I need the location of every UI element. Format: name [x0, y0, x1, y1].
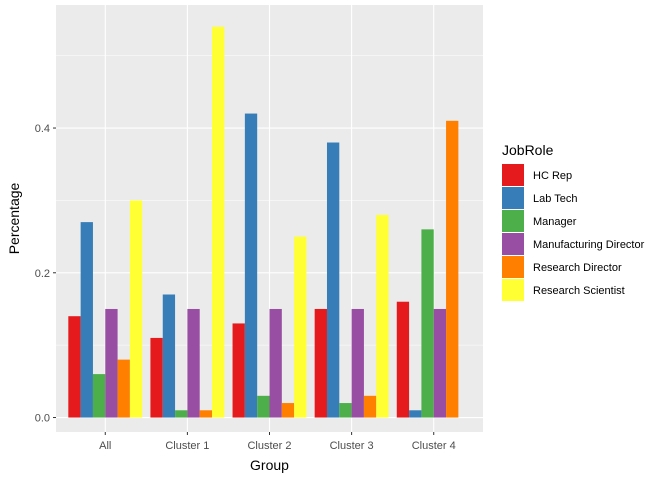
- bar: [244, 113, 258, 418]
- legend-label: HC Rep: [533, 170, 572, 182]
- bars: [68, 26, 459, 418]
- legend-label: Research Director: [533, 262, 622, 274]
- bar: [150, 337, 163, 418]
- bar: [269, 308, 282, 418]
- bar: [326, 142, 340, 418]
- bar: [433, 308, 447, 418]
- x-tick-label: All: [99, 440, 111, 452]
- legend-key: [502, 279, 524, 301]
- legend-key: [502, 187, 524, 209]
- bar: [339, 403, 352, 418]
- bar: [446, 120, 459, 418]
- y-tick-label: 0.4: [35, 123, 50, 135]
- x-tick-label: Cluster 2: [247, 440, 291, 452]
- bar: [409, 410, 422, 418]
- bar: [117, 359, 130, 418]
- bar: [212, 26, 225, 418]
- x-tick-label: Cluster 3: [330, 440, 374, 452]
- bar: [80, 222, 93, 418]
- bar: [351, 308, 364, 418]
- legend-title: JobRole: [502, 142, 554, 158]
- bar: [199, 410, 213, 418]
- y-axis: 0.0 0.2 0.4: [35, 123, 56, 425]
- bar: [257, 395, 270, 418]
- y-axis-title: Percentage: [6, 182, 22, 254]
- bar: [162, 294, 176, 418]
- bar: [294, 236, 307, 418]
- bar: [232, 323, 245, 418]
- bar: [363, 395, 377, 418]
- legend-key: [502, 233, 524, 255]
- bar: [105, 308, 118, 418]
- legend-key: [502, 164, 524, 186]
- y-tick-label: 0.2: [35, 268, 50, 280]
- x-tick-label: Cluster 1: [165, 440, 209, 452]
- bar: [129, 200, 143, 418]
- x-axis-title: Group: [250, 457, 289, 473]
- legend-label: Research Scientist: [533, 285, 625, 297]
- legend-key: [502, 256, 524, 278]
- legend-label: Manufacturing Director: [533, 239, 645, 251]
- legend-key: [502, 210, 524, 232]
- bar: [68, 316, 81, 418]
- bar: [396, 301, 410, 418]
- bar: [421, 229, 434, 418]
- legend: JobRole HC Rep Lab Tech Manager Manufacturi…: [502, 142, 645, 301]
- bar: [376, 214, 389, 418]
- legend-label: Lab Tech: [533, 193, 577, 205]
- bar: [187, 308, 200, 418]
- bar: [314, 308, 327, 418]
- bar: [92, 374, 106, 418]
- bar: [281, 403, 295, 418]
- x-tick-label: Cluster 4: [412, 440, 456, 452]
- y-tick-label: 0.0: [35, 413, 50, 425]
- x-axis: All Cluster 1 Cluster 2 Cluster 3 Cluster 4: [99, 432, 456, 452]
- bar: [175, 410, 188, 418]
- legend-label: Manager: [533, 216, 577, 228]
